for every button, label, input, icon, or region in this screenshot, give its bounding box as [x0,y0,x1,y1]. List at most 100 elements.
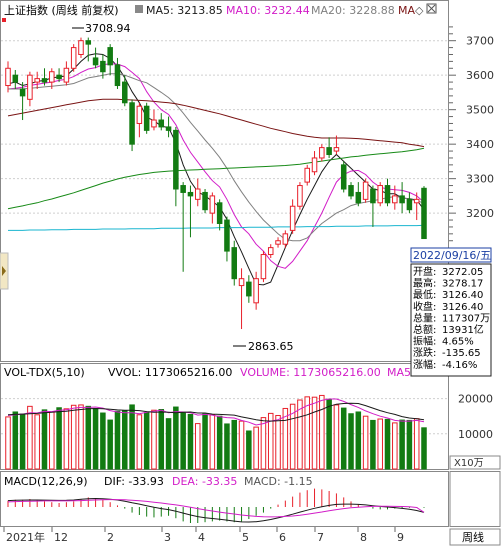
info-row-label: 开盘: [413,265,436,278]
diamond-icon[interactable]: ◇ [415,4,424,17]
volume-tick-label: 20000 [458,393,493,406]
vol-title: VOL-TDX(5,10) [4,366,85,379]
volume-bar [231,419,238,470]
price-axis: 3200 3300 3400 3500 3600 3700 [449,26,494,242]
volume-bar [114,410,121,470]
info-row-value: 3272.05 [442,267,483,278]
candle-body [136,105,143,124]
candle-body [41,78,48,83]
candle-body [246,281,252,297]
candle-body [348,185,354,197]
volume-bar [85,405,92,470]
candle-body [34,78,40,83]
volume-bars [5,394,427,470]
candle-body [413,198,420,204]
volume-bar [362,415,369,470]
ma-more-label: MA [398,4,415,17]
candle-body [289,205,296,231]
candle-body [370,188,376,204]
high-annotation: 3708.94 [72,22,131,35]
info-row-label: 涨跌: [413,346,436,359]
candle-body [49,71,55,83]
info-row-value: 4.65% [442,337,474,348]
volume-bar [399,419,405,470]
candle-body [333,147,340,152]
price-tick-label: 3300 [466,173,494,186]
candle-body [56,74,62,80]
macd-panel-frame [0,471,449,527]
candle-body [253,278,259,304]
candle-body [12,74,19,83]
volume-bar [392,422,398,470]
ma-line-ma120 [7,98,425,148]
candle-body [392,195,398,204]
ma-line-ma10 [7,63,425,269]
period-tab-label: 周线 [462,530,484,544]
info-row-value: 3278.17 [442,279,483,290]
info-row-label: 最高: [413,277,436,290]
low-value: 2863.65 [248,340,294,353]
volume-bar [165,418,172,470]
time-axis-label: 7 [317,531,324,544]
volume-bar [311,396,318,470]
candle-body [355,191,362,204]
price-candles [5,37,427,330]
price-tick-label: 3600 [466,69,494,82]
candle-body [173,129,179,190]
volume-bar [158,409,165,470]
volume-bar [187,413,194,470]
close-icon[interactable] [426,3,437,14]
price-tick-label: 3400 [466,138,494,151]
volume-bar [19,413,26,470]
vol-ma-label: MA5 [387,366,411,379]
period-tab[interactable] [449,528,501,546]
candle-body [238,278,245,287]
info-row-label: 振幅: [413,335,436,348]
volume-bar [78,404,84,470]
candle-body [143,105,150,131]
candle-body [78,40,84,55]
info-row-label: 总量: [413,311,436,324]
volume-bar [92,407,99,470]
volume-bar [56,407,62,470]
ma5-label: MA5: 3213.85 [146,4,223,17]
volume-bar [267,412,274,470]
time-axis-label: 2 [107,531,114,544]
time-axis-label: 8 [360,531,367,544]
volume-bar [253,426,259,470]
ma-line-ma5 [7,53,425,286]
candle-body [187,191,194,197]
ma-settings-icon[interactable] [135,5,143,13]
info-row-value: 117307万 [442,313,490,324]
time-axis-label: 5 [242,531,249,544]
info-row-label: 涨幅: [413,358,436,371]
volume-ma-line-ma10 [7,402,425,422]
volume-bar [122,410,128,470]
candle-body [202,191,208,211]
volume-bar [224,423,230,470]
vvol-label: VVOL: 1173065216.00 [108,366,232,379]
candle-body [282,233,289,245]
price-tick-label: 3500 [466,104,494,117]
volume-bar [319,394,325,470]
expand-arrow-icon [2,266,6,276]
candle-body [158,119,165,128]
volume-bar [173,406,179,470]
candle-body [19,88,26,97]
candle-body [340,164,347,190]
volume-bar [107,419,113,470]
info-date: 2022/09/16/五 [413,249,491,262]
candle-body [399,195,405,204]
time-axis-label: 3 [164,531,171,544]
candle-body [377,185,383,204]
info-row-label: 总额: [413,323,436,336]
info-row-value: 13931亿 [442,323,484,336]
volume-bar [180,411,186,470]
candle-body [92,57,99,66]
candle-body [384,185,391,204]
volume-bar [333,404,340,470]
volume-bar [384,418,391,470]
volume-bar [282,407,289,470]
candle-body [194,188,201,200]
volume-bar [326,398,332,470]
